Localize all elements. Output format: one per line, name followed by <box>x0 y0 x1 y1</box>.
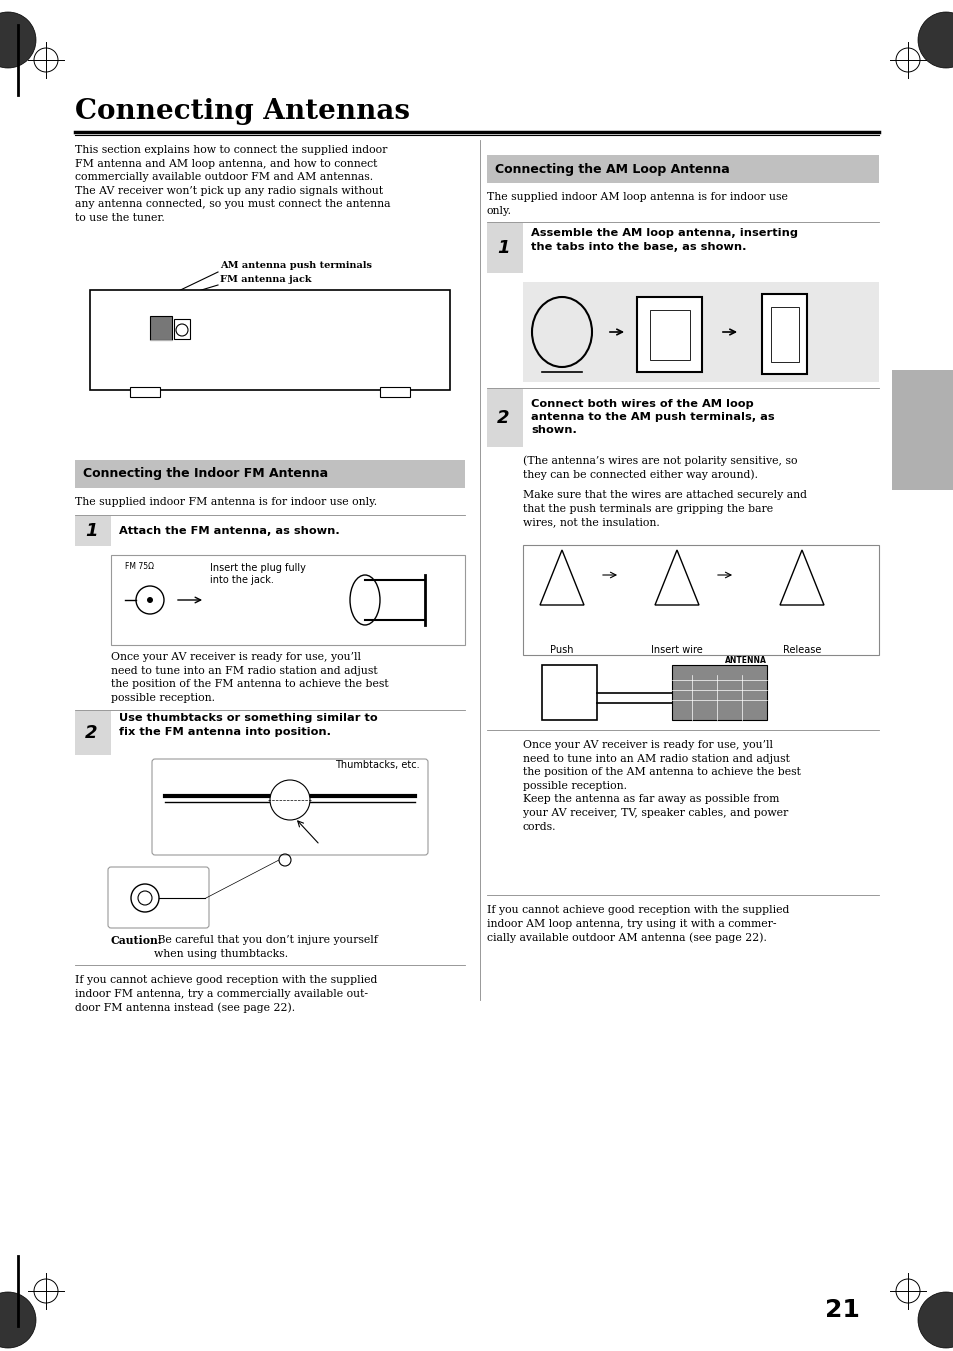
Text: 1: 1 <box>497 239 509 257</box>
FancyBboxPatch shape <box>130 386 160 397</box>
Text: Insert wire: Insert wire <box>651 644 702 655</box>
Text: The supplied indoor AM loop antenna is for indoor use
only.: The supplied indoor AM loop antenna is f… <box>486 192 787 216</box>
FancyBboxPatch shape <box>522 282 878 382</box>
FancyBboxPatch shape <box>150 316 172 340</box>
FancyBboxPatch shape <box>75 516 111 546</box>
FancyBboxPatch shape <box>379 386 410 397</box>
Text: This section explains how to connect the supplied indoor
FM antenna and AM loop : This section explains how to connect the… <box>75 145 390 223</box>
Text: Make sure that the wires are attached securely and
that the push terminals are g: Make sure that the wires are attached se… <box>522 490 806 527</box>
Text: FM 75Ω: FM 75Ω <box>125 562 153 571</box>
FancyBboxPatch shape <box>173 319 190 339</box>
FancyBboxPatch shape <box>522 544 878 655</box>
Text: 2: 2 <box>85 724 97 742</box>
Text: 2: 2 <box>497 409 509 427</box>
Polygon shape <box>539 550 583 605</box>
FancyBboxPatch shape <box>891 370 953 490</box>
Text: Attach the FM antenna, as shown.: Attach the FM antenna, as shown. <box>119 526 339 536</box>
Circle shape <box>270 780 310 820</box>
Text: Thumbtacks, etc.: Thumbtacks, etc. <box>335 761 419 770</box>
Circle shape <box>0 1292 36 1348</box>
FancyBboxPatch shape <box>761 295 806 374</box>
Text: Push: Push <box>550 644 573 655</box>
FancyBboxPatch shape <box>486 155 878 182</box>
Text: 1: 1 <box>85 521 97 540</box>
FancyBboxPatch shape <box>637 297 701 372</box>
Text: FM antenna jack: FM antenna jack <box>220 276 312 284</box>
Text: 21: 21 <box>824 1298 859 1323</box>
Text: Connect both wires of the AM loop
antenna to the AM push terminals, as
shown.: Connect both wires of the AM loop antenn… <box>531 399 774 435</box>
Polygon shape <box>655 550 699 605</box>
FancyBboxPatch shape <box>486 389 522 447</box>
Polygon shape <box>780 550 823 605</box>
FancyBboxPatch shape <box>75 459 464 488</box>
Text: ANTENNA: ANTENNA <box>724 657 766 665</box>
Text: Use thumbtacks or something similar to
fix the FM antenna into position.: Use thumbtacks or something similar to f… <box>119 713 377 736</box>
FancyBboxPatch shape <box>770 307 799 362</box>
Text: Assemble the AM loop antenna, inserting
the tabs into the base, as shown.: Assemble the AM loop antenna, inserting … <box>531 228 797 251</box>
FancyBboxPatch shape <box>152 759 428 855</box>
Text: Release: Release <box>782 644 821 655</box>
Text: Connecting the Indoor FM Antenna: Connecting the Indoor FM Antenna <box>83 467 328 481</box>
FancyBboxPatch shape <box>649 309 689 359</box>
Text: If you cannot achieve good reception with the supplied
indoor AM loop antenna, t: If you cannot achieve good reception wit… <box>486 905 788 943</box>
Circle shape <box>917 1292 953 1348</box>
FancyBboxPatch shape <box>541 665 597 720</box>
Circle shape <box>917 12 953 68</box>
FancyBboxPatch shape <box>90 290 450 390</box>
FancyBboxPatch shape <box>486 223 522 273</box>
Text: Once your AV receiver is ready for use, you’ll
need to tune into an AM radio sta: Once your AV receiver is ready for use, … <box>522 740 800 832</box>
Text: Connecting the AM Loop Antenna: Connecting the AM Loop Antenna <box>495 162 729 176</box>
Text: Connecting Antennas: Connecting Antennas <box>75 99 410 126</box>
Text: Once your AV receiver is ready for use, you’ll
need to tune into an FM radio sta: Once your AV receiver is ready for use, … <box>111 653 388 703</box>
FancyBboxPatch shape <box>111 555 464 644</box>
FancyBboxPatch shape <box>75 711 111 755</box>
Circle shape <box>147 597 152 603</box>
Text: Be careful that you don’t injure yourself
when using thumbtacks.: Be careful that you don’t injure yoursel… <box>153 935 377 959</box>
Text: AM antenna push terminals: AM antenna push terminals <box>220 261 372 270</box>
Circle shape <box>0 12 36 68</box>
FancyBboxPatch shape <box>108 867 209 928</box>
Text: (The antenna’s wires are not polarity sensitive, so
they can be connected either: (The antenna’s wires are not polarity se… <box>522 455 797 480</box>
Text: Insert the plug fully
into the jack.: Insert the plug fully into the jack. <box>210 563 306 585</box>
FancyBboxPatch shape <box>671 665 766 720</box>
Text: Caution:: Caution: <box>111 935 163 946</box>
Text: If you cannot achieve good reception with the supplied
indoor FM antenna, try a : If you cannot achieve good reception wit… <box>75 975 377 1013</box>
Text: The supplied indoor FM antenna is for indoor use only.: The supplied indoor FM antenna is for in… <box>75 497 376 507</box>
